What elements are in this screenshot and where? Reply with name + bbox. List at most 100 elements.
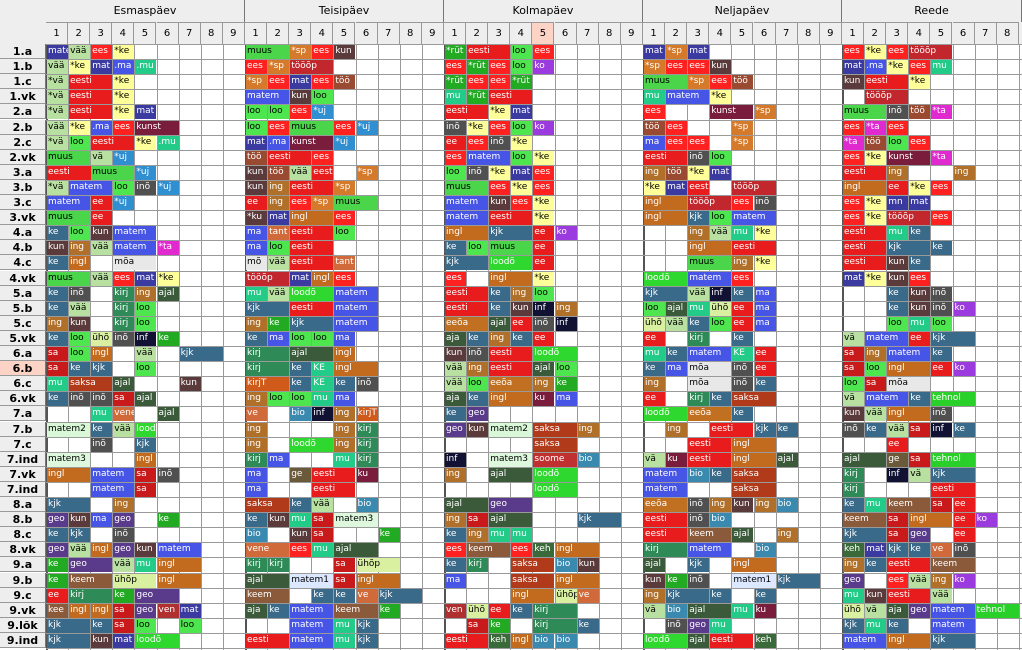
lesson-cell[interactable]: ingl (688, 241, 732, 256)
lesson-cell[interactable]: eesti (445, 633, 489, 648)
lesson-cell[interactable]: ingl (157, 558, 201, 573)
lesson-cell[interactable]: ke (69, 362, 91, 377)
lesson-cell[interactable]: matem (113, 226, 157, 241)
lesson-cell[interactable]: matem (91, 482, 135, 497)
lesson-cell[interactable]: ajal (113, 377, 135, 392)
lesson-cell[interactable]: kjk (356, 618, 378, 633)
lesson-cell[interactable]: ing (577, 422, 599, 437)
lesson-cell[interactable]: loo (246, 120, 268, 135)
lesson-cell[interactable]: ees (290, 543, 312, 558)
lesson-cell[interactable]: muus (843, 105, 887, 120)
lesson-cell[interactable]: *sp (754, 105, 776, 120)
lesson-cell[interactable]: ees (533, 45, 555, 60)
lesson-cell[interactable]: *ke (135, 135, 157, 150)
lesson-cell[interactable]: ing (246, 316, 268, 331)
lesson-cell[interactable]: inf (555, 316, 577, 331)
lesson-cell[interactable]: *ke (157, 271, 179, 286)
lesson-cell[interactable]: ing (776, 528, 798, 543)
lesson-cell[interactable]: vää (91, 271, 113, 286)
lesson-cell[interactable]: ing (555, 301, 577, 316)
lesson-cell[interactable]: loo (887, 135, 909, 150)
lesson-cell[interactable]: ke (47, 286, 69, 301)
lesson-cell[interactable]: vää (268, 256, 290, 271)
row-label[interactable]: 5.c (0, 315, 46, 331)
lesson-cell[interactable]: *ke (865, 271, 887, 286)
row-label[interactable]: 7.vk (0, 466, 46, 482)
lesson-cell[interactable]: ma (445, 573, 467, 588)
lesson-cell[interactable]: ko (533, 120, 555, 135)
lesson-cell[interactable]: kjk (931, 331, 975, 346)
lesson-cell[interactable]: kjk (754, 422, 776, 437)
lesson-cell[interactable]: eesti (312, 482, 356, 497)
lesson-cell[interactable]: mu (290, 513, 312, 528)
lesson-cell[interactable]: ge (887, 452, 909, 467)
lesson-cell[interactable]: ing (69, 241, 91, 256)
lesson-cell[interactable]: kirj (467, 558, 489, 573)
lesson-cell[interactable]: *ke (113, 45, 135, 60)
lesson-cell[interactable]: kunst (887, 150, 931, 165)
lesson-cell[interactable]: vene (246, 543, 290, 558)
lesson-cell[interactable]: ees (334, 120, 356, 135)
lesson-cell[interactable]: ku (666, 452, 688, 467)
lesson-cell[interactable]: *ta (865, 120, 887, 135)
lesson-cell[interactable]: tehnol (931, 392, 975, 407)
row-label[interactable]: 7.ind (0, 451, 46, 467)
lesson-cell[interactable]: inõ (113, 331, 135, 346)
lesson-cell[interactable]: ke (445, 407, 467, 422)
lesson-cell[interactable]: loo (135, 362, 157, 377)
lesson-cell[interactable]: matem (290, 603, 334, 618)
lesson-cell[interactable]: loo (467, 241, 489, 256)
lesson-cell[interactable]: kunst (135, 120, 179, 135)
lesson-cell[interactable]: loo (69, 347, 91, 362)
lesson-cell[interactable]: ing (644, 165, 666, 180)
lesson-cell[interactable]: tööõp (909, 45, 953, 60)
lesson-cell[interactable]: ajal (666, 301, 688, 316)
lesson-cell[interactable]: tehnol (975, 603, 1019, 618)
row-label[interactable]: 8.vk (0, 542, 46, 558)
lesson-cell[interactable]: inõ (91, 392, 113, 407)
lesson-cell[interactable]: geo (688, 618, 710, 633)
lesson-cell[interactable]: mõa (113, 256, 157, 271)
lesson-cell[interactable]: ke (577, 618, 599, 633)
lesson-cell[interactable]: keem (467, 543, 511, 558)
lesson-cell[interactable]: ke (378, 603, 400, 618)
lesson-cell[interactable]: loo (511, 150, 533, 165)
lesson-cell[interactable]: saksa (732, 392, 776, 407)
lesson-cell[interactable]: kirj (688, 331, 710, 346)
lesson-cell[interactable]: ing (268, 180, 290, 195)
lesson-cell[interactable]: eesti (290, 226, 334, 241)
lesson-cell[interactable]: ke (931, 241, 953, 256)
lesson-cell[interactable]: kjk (69, 528, 91, 543)
lesson-cell[interactable]: matem (445, 196, 489, 211)
lesson-cell[interactable]: ees (312, 75, 334, 90)
lesson-cell[interactable]: kjk (688, 211, 710, 226)
lesson-cell[interactable]: ke (246, 513, 268, 528)
lesson-cell[interactable]: matem (644, 467, 688, 482)
lesson-cell[interactable]: ees (312, 45, 334, 60)
row-label[interactable]: 1.a (0, 44, 46, 60)
lesson-cell[interactable]: matem (688, 543, 732, 558)
lesson-cell[interactable]: inõ (754, 196, 776, 211)
lesson-cell[interactable]: ees (887, 120, 909, 135)
lesson-cell[interactable]: *ke (865, 45, 887, 60)
lesson-cell[interactable]: keem (334, 603, 378, 618)
lesson-cell[interactable]: ajal (246, 573, 290, 588)
lesson-cell[interactable]: sa (467, 513, 489, 528)
lesson-cell[interactable]: inõ (467, 347, 489, 362)
lesson-cell[interactable]: vä (865, 603, 887, 618)
lesson-cell[interactable]: ke (290, 498, 312, 513)
row-label[interactable]: 1.vk (0, 89, 46, 105)
lesson-cell[interactable]: geo (909, 603, 931, 618)
lesson-cell[interactable]: kun (246, 165, 268, 180)
lesson-cell[interactable]: sa (467, 618, 489, 633)
lesson-cell[interactable]: loodõ (135, 633, 179, 648)
lesson-cell[interactable]: ees (445, 60, 467, 75)
lesson-cell[interactable]: ees (843, 120, 865, 135)
lesson-cell[interactable]: ingl (91, 543, 113, 558)
lesson-cell[interactable]: vää (268, 286, 290, 301)
lesson-cell[interactable]: ühõ (710, 301, 732, 316)
lesson-cell[interactable]: *ke (467, 120, 489, 135)
lesson-cell[interactable]: *vä (47, 180, 69, 195)
lesson-cell[interactable]: tant (334, 256, 356, 271)
lesson-cell[interactable]: ma (268, 331, 290, 346)
